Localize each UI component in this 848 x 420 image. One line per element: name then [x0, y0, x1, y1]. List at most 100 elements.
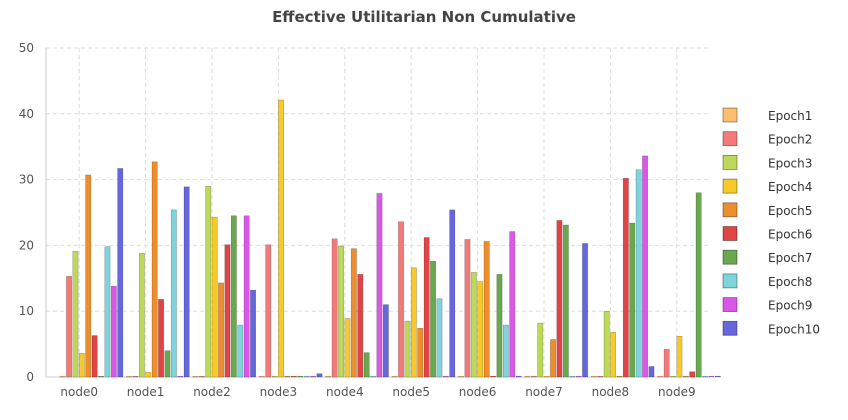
bar-epoch7-node5: [430, 260, 436, 378]
bar-epoch8-node3: [303, 375, 310, 378]
bar-epoch7-node4: [363, 352, 370, 378]
bar-epoch3-node4: [338, 245, 344, 378]
x-tick-label: node5: [392, 385, 430, 399]
bar-epoch4-node6: [477, 281, 484, 378]
bar-epoch6-node0: [91, 335, 98, 378]
legend-swatch-epoch7: [722, 249, 738, 265]
bar-epoch9-node6: [509, 231, 516, 378]
bar-epoch8-node2: [237, 324, 244, 378]
bar-epoch8-node4: [370, 375, 376, 378]
bar-epoch1-node7: [524, 375, 531, 378]
bar-epoch6-node7: [556, 220, 563, 378]
bar-epoch6-node9: [689, 371, 696, 378]
legend-label-epoch9: Epoch9: [768, 299, 812, 313]
y-tick-label: 50: [19, 41, 34, 55]
bar-epoch4-node4: [344, 318, 351, 378]
bar-epoch8-node1: [170, 209, 177, 378]
bar-epoch8-node5: [436, 298, 443, 378]
bar-epoch3-node0: [72, 251, 79, 378]
bar-epoch4-node8: [610, 332, 616, 378]
legend-label-epoch3: Epoch3: [768, 156, 812, 170]
y-tick-label: 20: [19, 238, 34, 252]
bar-epoch3-node8: [603, 310, 610, 378]
bar-epoch2-node1: [132, 375, 139, 378]
bar-epoch8-node7: [569, 375, 576, 378]
legend-swatch-epoch8: [722, 273, 738, 289]
legend-swatch-epoch1: [722, 107, 738, 123]
bar-epoch1-node9: [657, 375, 664, 378]
legend-label-epoch1: Epoch1: [768, 109, 812, 123]
bar-epoch10-node6: [515, 375, 522, 378]
bar-epoch9-node1: [177, 375, 184, 378]
bar-epoch8-node0: [104, 246, 111, 378]
bar-epoch2-node9: [663, 349, 670, 378]
bar-epoch4-node5: [410, 267, 417, 378]
bar-epoch9-node8: [642, 155, 648, 378]
x-tick-label: node0: [60, 385, 98, 399]
y-tick-label: 40: [19, 107, 34, 121]
legend-swatch-epoch6: [722, 226, 738, 241]
x-tick-label: node9: [658, 385, 696, 399]
bar-epoch6-node6: [490, 375, 496, 378]
x-tick-label: node6: [459, 385, 497, 399]
bar-epoch9-node5: [442, 375, 449, 378]
bar-epoch6-node5: [423, 237, 430, 378]
legend-label-epoch4: Epoch4: [768, 180, 812, 194]
bar-epoch10-node9: [714, 375, 721, 378]
chart-title: Effective Utilitarian Non Cumulative: [272, 8, 576, 26]
bar-epoch5-node0: [85, 174, 92, 378]
bar-epoch5-node8: [616, 375, 623, 378]
legend-swatch-epoch3: [722, 154, 738, 170]
bar-epoch1-node1: [126, 375, 132, 378]
x-tick-label: node8: [592, 385, 630, 399]
y-tick-label: 10: [19, 304, 34, 318]
bar-epoch3-node5: [404, 320, 411, 378]
bar-epoch10-node0: [117, 168, 124, 378]
bar-epoch2-node0: [66, 276, 72, 378]
bar-epoch9-node0: [110, 285, 117, 378]
bar-epoch2-node2: [198, 375, 205, 378]
bar-epoch4-node7: [543, 375, 550, 378]
bar-epoch4-node3: [278, 99, 284, 378]
bar-epoch8-node8: [635, 169, 642, 378]
bar-epoch5-node2: [218, 282, 224, 378]
legend-swatch-epoch4: [722, 178, 738, 194]
legend-swatch-epoch2: [722, 131, 738, 147]
bar-epoch6-node2: [224, 244, 231, 378]
bar-epoch5-node3: [284, 375, 291, 378]
legend-swatch-epoch10: [722, 320, 738, 336]
bar-epoch5-node4: [350, 248, 357, 378]
bar-epoch3-node1: [138, 253, 145, 378]
bar-epoch6-node3: [290, 375, 297, 378]
bar-epoch9-node4: [376, 193, 383, 378]
bar-epoch2-node7: [530, 375, 537, 378]
y-tick-label: 0: [26, 370, 34, 384]
x-tick-label: node4: [326, 385, 364, 399]
bar-epoch7-node1: [164, 350, 171, 378]
y-tick-label: 30: [19, 173, 34, 187]
bar-epoch1-node3: [258, 375, 265, 378]
bar-epoch5-node9: [682, 375, 689, 378]
legend-label-epoch10: Epoch10: [768, 322, 820, 336]
x-tick-label: node1: [127, 385, 165, 399]
bar-epoch7-node3: [297, 375, 304, 378]
bar-epoch10-node2: [250, 289, 256, 378]
bar-epoch7-node0: [98, 375, 104, 378]
bar-epoch5-node7: [550, 339, 556, 378]
legend-swatch-epoch5: [722, 202, 738, 218]
legend-label-epoch8: Epoch8: [768, 275, 812, 289]
bar-epoch9-node3: [310, 375, 316, 378]
bar-epoch10-node8: [648, 366, 655, 378]
bar-epoch1-node5: [391, 375, 398, 378]
bar-epoch4-node0: [78, 353, 85, 378]
bar-epoch5-node6: [483, 241, 490, 378]
bar-epoch9-node2: [243, 215, 250, 378]
bar-epoch7-node9: [695, 192, 702, 378]
bar-epoch2-node8: [597, 375, 604, 378]
x-tick-label: node7: [525, 385, 563, 399]
bar-epoch6-node8: [622, 178, 629, 378]
bar-epoch1-node4: [325, 375, 332, 378]
bar-epoch4-node2: [211, 216, 218, 378]
bar-epoch7-node6: [496, 274, 503, 378]
